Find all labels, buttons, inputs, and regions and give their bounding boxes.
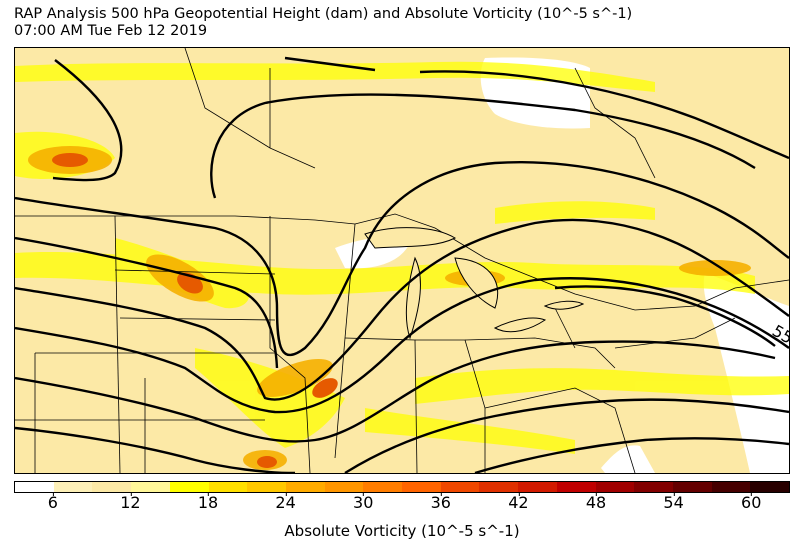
canada-us-border <box>15 213 789 311</box>
height-contour <box>474 437 789 473</box>
vorticity-band-north <box>15 61 655 92</box>
height-contour <box>52 59 123 182</box>
colorbar-tick-label: 24 <box>275 492 296 512</box>
colorbar-segment <box>285 482 325 492</box>
colorbar-segment <box>131 482 170 492</box>
colorbar-segment <box>92 482 132 492</box>
colorbar-tick-label: 48 <box>585 492 607 512</box>
colorbar-segment <box>53 482 93 492</box>
lake-huron <box>454 257 499 309</box>
colorbar-tick-label: 6 <box>47 492 58 512</box>
colorbar-segment <box>363 482 403 492</box>
vorticity-max-northwest <box>52 153 88 167</box>
colorbar-segment <box>711 482 751 492</box>
colorbar-segment <box>15 482 54 492</box>
height-contour <box>15 340 776 443</box>
colorbar <box>14 481 790 493</box>
colorbar-tick-label: 18 <box>197 492 219 512</box>
colorbar-segment <box>750 482 790 492</box>
colorbar-label: Absolute Vorticity (10^-5 s^-1) <box>284 522 520 540</box>
colorbar-segment <box>479 482 519 492</box>
lake-michigan <box>405 256 421 340</box>
height-contour <box>15 236 279 369</box>
vorticity-band-east <box>415 368 789 404</box>
colorbar-segment <box>634 482 673 492</box>
height-contour <box>15 426 296 473</box>
colorbar-tick-label: 12 <box>120 492 141 512</box>
colorbar-segment <box>518 482 557 492</box>
height-contour <box>284 56 376 72</box>
height-contour <box>15 277 789 414</box>
lake-erie <box>493 317 547 333</box>
colorbar-tick-label: 60 <box>741 492 762 512</box>
height-contour <box>15 161 789 357</box>
vorticity-map: 55 <box>14 47 790 474</box>
height-contour <box>419 70 789 160</box>
vorticity-max-missouri <box>312 378 338 398</box>
colorbar-tick-label: 42 <box>508 492 529 512</box>
lake-ontario <box>543 300 585 310</box>
colorbar-segment <box>595 482 635 492</box>
colorbar-segment <box>208 482 248 492</box>
colorbar-segment <box>169 482 209 492</box>
vorticity-max-texas <box>257 456 277 468</box>
colorbar-tick-label: 36 <box>430 492 451 512</box>
map-title: RAP Analysis 500 hPa Geopotential Height… <box>14 6 633 22</box>
colorbar-segment <box>324 482 364 492</box>
lake-superior <box>364 227 457 249</box>
height-contour <box>15 218 789 401</box>
colorbar-tick-label: 54 <box>663 492 684 512</box>
colorbar-segment <box>556 482 596 492</box>
height-contour <box>554 285 776 347</box>
colorbar-segment <box>672 482 712 492</box>
vorticity-bands-yellow <box>15 61 789 454</box>
vorticity-core-missouri <box>257 359 333 397</box>
great-lakes <box>364 227 585 340</box>
colorbar-segment <box>440 482 480 492</box>
map-timestamp: 07:00 AM Tue Feb 12 2019 <box>14 23 208 39</box>
colorbar-tick-label: 30 <box>353 492 374 512</box>
height-contours <box>15 56 789 473</box>
colorbar-ticks: 6 12 18 24 30 36 42 48 54 60 <box>14 492 790 517</box>
height-contour <box>344 398 789 473</box>
colorbar-segment <box>402 482 441 492</box>
colorbar-segment <box>247 482 286 492</box>
height-contour <box>210 93 756 199</box>
